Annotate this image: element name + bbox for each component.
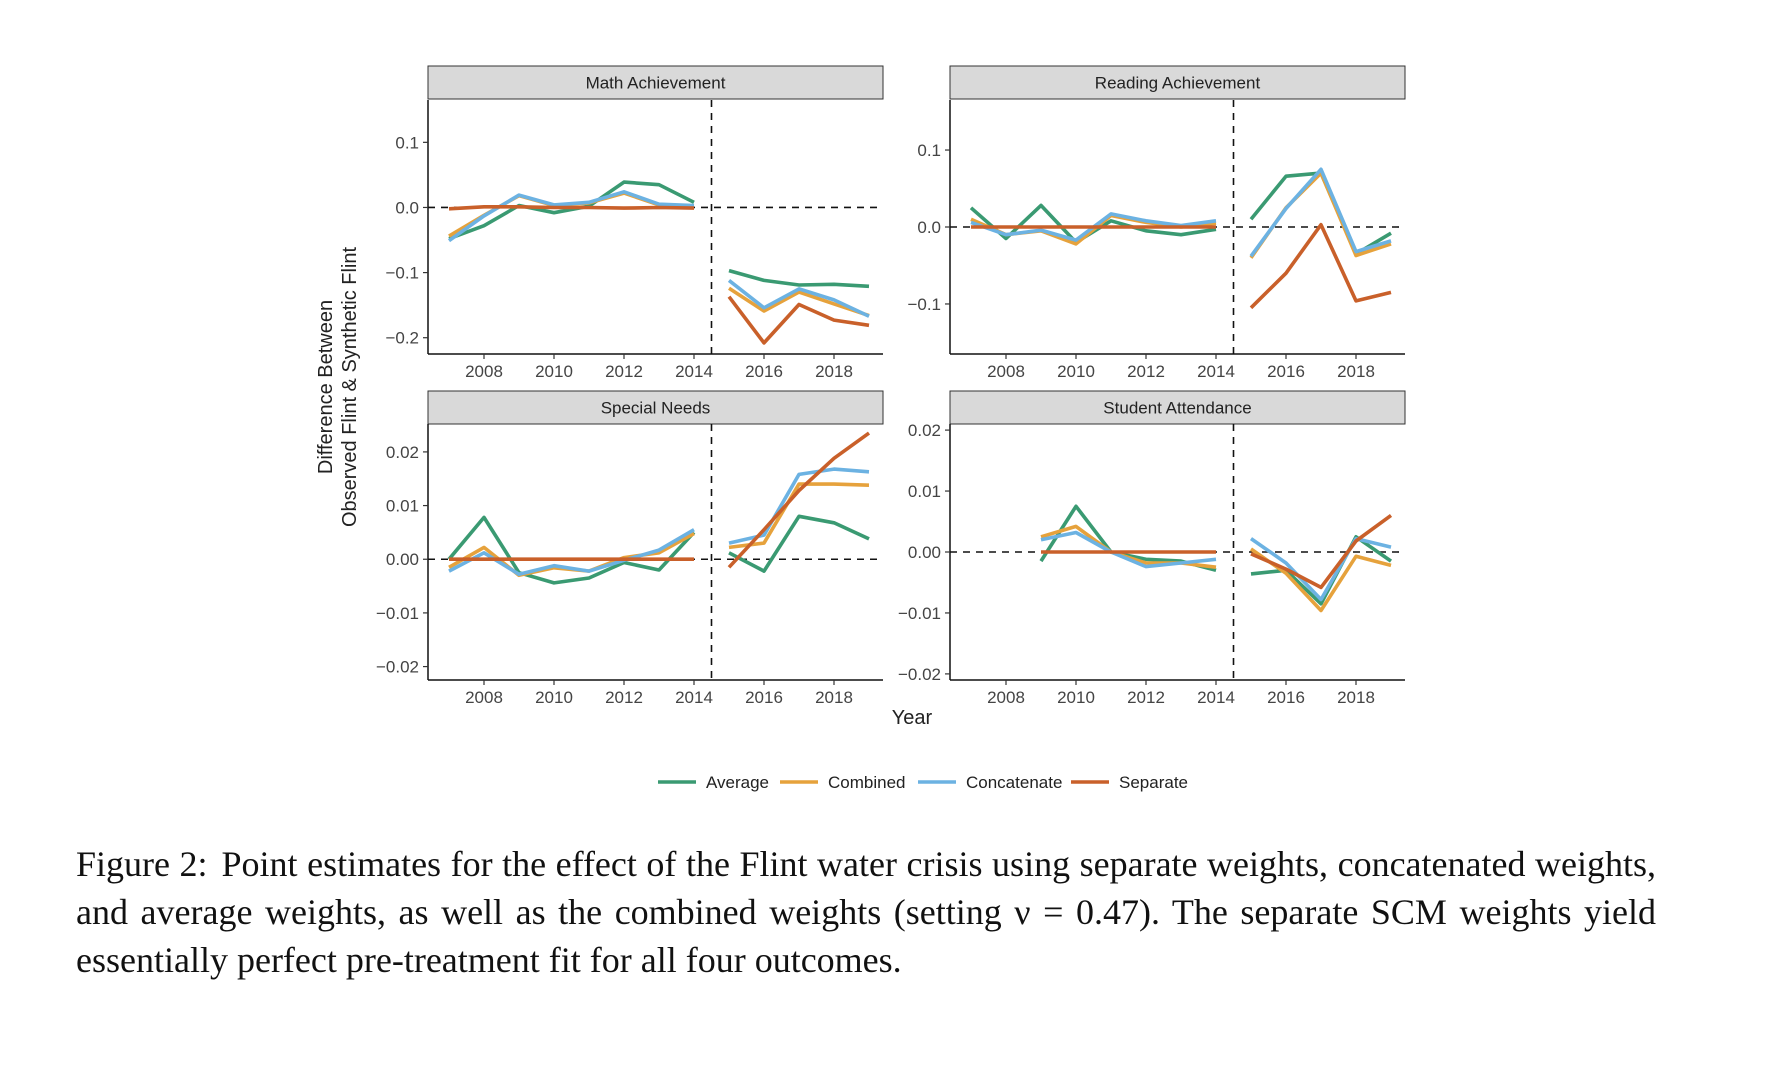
x-tick-label: 2014: [675, 688, 713, 707]
y-tick-label: 0.0: [917, 218, 941, 237]
x-tick-label: 2016: [1267, 688, 1305, 707]
x-tick-label: 2018: [1337, 688, 1375, 707]
x-tick-label: 2008: [465, 688, 503, 707]
x-tick-label: 2018: [1337, 362, 1375, 381]
legend-label-concatenate: Concatenate: [966, 773, 1062, 792]
x-tick-label: 2016: [745, 688, 783, 707]
faceted-line-chart: Math Achievement 0.1 0.0 −0.1 −0.2 2008 2010 20…: [315, 65, 1406, 792]
series-line-separate-post: [727, 295, 870, 345]
series-line-average-post: [1249, 171, 1392, 256]
series-line-average-pre: [448, 180, 695, 241]
legend-label-separate: Separate: [1119, 773, 1188, 792]
y-tick-label: 0.02: [386, 443, 419, 462]
y-tick-label: 0.01: [908, 482, 941, 501]
y-tick-label: 0.00: [908, 543, 941, 562]
x-tick-label: 2012: [1127, 362, 1165, 381]
x-tick-label: 2012: [1127, 688, 1165, 707]
y-tick-label: −0.01: [898, 604, 941, 623]
x-tick-label: 2012: [605, 688, 643, 707]
y-tick-label: 0.1: [917, 141, 941, 160]
x-tick-label: 2012: [605, 362, 643, 381]
series-line-combined-pre: [970, 213, 1217, 246]
panel-title-student-attendance: Student Attendance: [1103, 399, 1251, 418]
series-line-separate-pre: [448, 205, 695, 211]
x-tick-label: 2010: [1057, 362, 1095, 381]
series-line-separate-post: [1250, 513, 1393, 590]
x-tick-label: 2010: [535, 362, 573, 381]
series-line-average-post: [1250, 534, 1393, 606]
caption-label: Figure 2:: [76, 844, 208, 884]
x-tick-label: 2008: [987, 362, 1025, 381]
series-line-concatenate-post: [1249, 536, 1392, 602]
x-tick-label: 2016: [1267, 362, 1305, 381]
x-tick-label: 2010: [535, 688, 573, 707]
series-line-concatenate-post: [727, 278, 870, 318]
series-line-concatenate-post: [1249, 167, 1392, 258]
panel-strip-special-needs: [427, 390, 884, 425]
series-line-average-post: [728, 268, 870, 289]
series-line-concatenate-pre: [447, 190, 695, 243]
legend: Average Combined Concatenate Separate: [658, 773, 1188, 792]
series-line-combined-post: [728, 286, 870, 318]
y-tick-label: −0.01: [376, 604, 419, 623]
series-line-average-pre: [447, 515, 696, 585]
panel-special-needs: Special Needs 0.02 0.01 0.00 −0.01 −0.02 2008 2…: [376, 390, 884, 707]
series-line-concatenate-pre: [448, 528, 695, 577]
caption-text: Point estimates for the effect of the Fl…: [76, 844, 1656, 980]
figure-caption: Figure 2: Point estimates for the effect …: [76, 840, 1656, 984]
x-axis-title: Year: [892, 707, 933, 729]
y-tick-label: 0.02: [908, 421, 941, 440]
x-tick-label: 2018: [815, 688, 853, 707]
panel-strip-student-attendance: [949, 390, 1406, 425]
x-tick-label: 2018: [815, 362, 853, 381]
legend-label-average: Average: [706, 773, 769, 792]
panel-title-reading-achievement: Reading Achievement: [1095, 74, 1261, 93]
series-line-concatenate-post: [728, 467, 870, 545]
x-tick-label: 2008: [987, 688, 1025, 707]
panel-strip-math-achievement: [427, 65, 884, 100]
y-axis-title-line-1: Difference Between: [315, 300, 337, 474]
x-tick-label: 2014: [1197, 362, 1235, 381]
series-line-separate-post: [727, 431, 871, 569]
y-tick-label: −0.1: [385, 264, 419, 283]
x-tick-label: 2010: [1057, 688, 1095, 707]
series-line-concatenate-pre: [1040, 530, 1217, 569]
y-tick-label: −0.2: [385, 329, 419, 348]
y-tick-label: 0.0: [395, 198, 419, 217]
series-line-separate-post: [1249, 222, 1392, 310]
y-tick-label: −0.02: [898, 665, 941, 684]
panel-student-attendance: Student Attendance 0.02 0.01 0.00 −0.01 −0.02…: [898, 390, 1406, 707]
y-tick-label: −0.1: [907, 295, 941, 314]
panel-title-math-achievement: Math Achievement: [586, 74, 726, 93]
y-axis-title-line-2: Observed Flint & Synthetic Flint: [339, 247, 361, 528]
y-tick-label: 0.01: [386, 497, 419, 516]
y-tick-label: 0.00: [386, 550, 419, 569]
panel-math-achievement: Math Achievement 0.1 0.0 −0.1 −0.2 2008 2010 20…: [385, 65, 884, 381]
x-tick-label: 2008: [465, 362, 503, 381]
legend-label-combined: Combined: [828, 773, 906, 792]
x-tick-label: 2016: [745, 362, 783, 381]
x-tick-label: 2014: [675, 362, 713, 381]
series-line-average-post: [728, 514, 870, 573]
y-tick-label: −0.02: [376, 658, 419, 677]
panel-title-special-needs: Special Needs: [601, 399, 711, 418]
y-tick-label: 0.1: [395, 133, 419, 152]
panel-reading-achievement: Reading Achievement 0.1 0.0 −0.1 2008 2010 201…: [907, 65, 1406, 381]
x-tick-label: 2014: [1197, 688, 1235, 707]
panel-strip-reading-achievement: [949, 65, 1406, 100]
